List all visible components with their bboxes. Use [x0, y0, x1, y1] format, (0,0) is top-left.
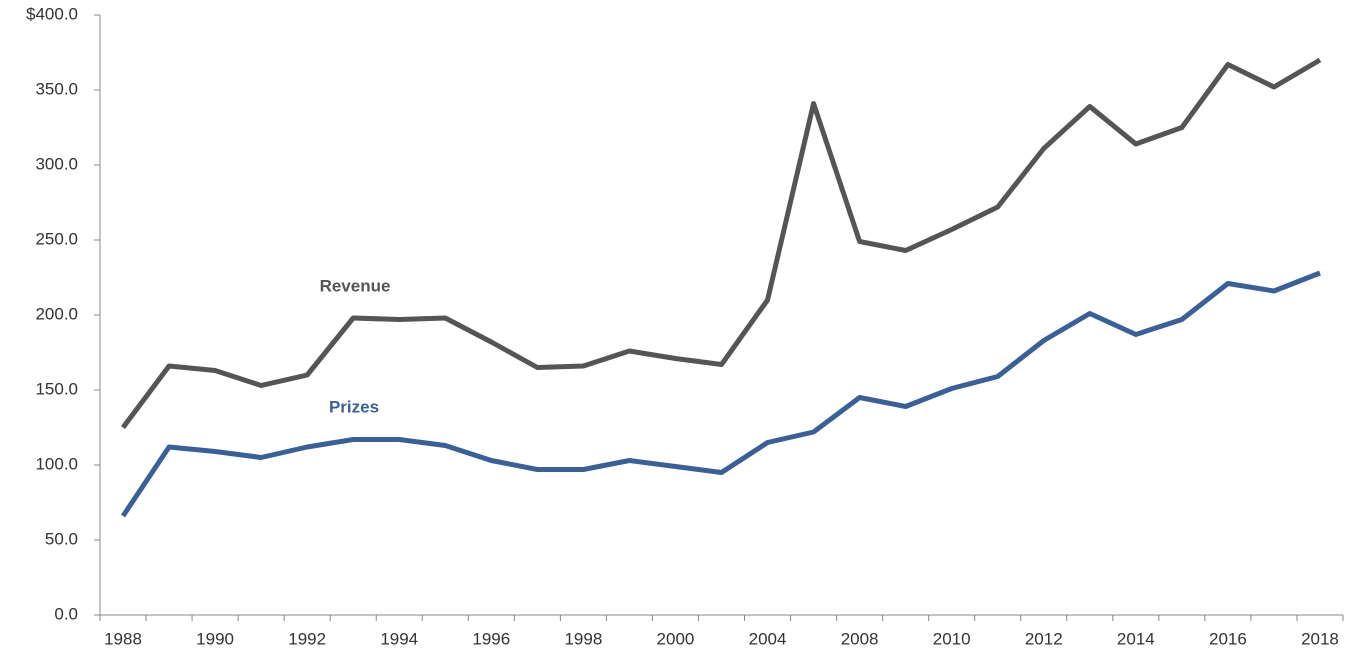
x-tick-label: 2018 [1301, 629, 1339, 648]
y-tick-label: 0.0 [54, 604, 78, 623]
series-line [121, 57, 1322, 429]
x-tick-label: 1998 [564, 629, 602, 648]
y-tick-label: 50.0 [45, 529, 78, 548]
x-tick-label: 1992 [288, 629, 326, 648]
y-tick-label: 150.0 [35, 379, 78, 398]
x-tick-label: 2000 [657, 629, 695, 648]
y-tick-label: 350.0 [35, 79, 78, 98]
series-label: Revenue [320, 276, 391, 295]
x-tick-label: 1988 [104, 629, 142, 648]
x-tick-label: 1996 [472, 629, 510, 648]
series-line [120, 270, 1321, 518]
x-tick-label: 2016 [1209, 629, 1247, 648]
y-tick-label: 100.0 [35, 454, 78, 473]
y-tick-label: $400.0 [26, 4, 78, 23]
x-tick-label: 2012 [1025, 629, 1063, 648]
series-label: Prizes [329, 397, 379, 416]
x-tick-label: 2014 [1117, 629, 1155, 648]
x-tick-label: 1994 [380, 629, 418, 648]
x-tick-label: 2004 [749, 629, 787, 648]
y-tick-label: 250.0 [35, 229, 78, 248]
x-tick-label: 2008 [841, 629, 879, 648]
y-tick-label: 200.0 [35, 304, 78, 323]
x-tick-label: 2010 [933, 629, 971, 648]
x-tick-label: 1990 [196, 629, 234, 648]
y-tick-label: 300.0 [35, 154, 78, 173]
